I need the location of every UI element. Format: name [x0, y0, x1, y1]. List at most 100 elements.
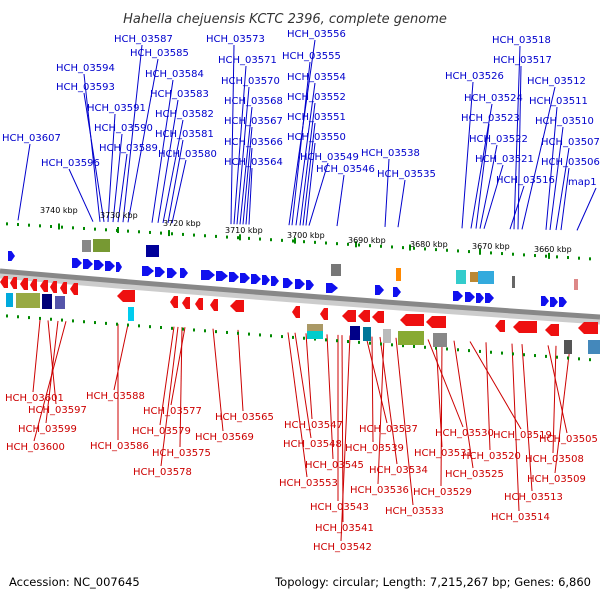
gene-label-hch-03522[interactable]: HCH_03522 [469, 134, 528, 145]
plus-gene-arrow[interactable] [142, 266, 154, 276]
gene-label-hch-03507[interactable]: HCH_03507 [541, 137, 600, 148]
minus-gene-arrow[interactable] [170, 296, 178, 308]
plus-gene-arrow[interactable] [541, 296, 549, 306]
gene-label-hch-03545[interactable]: HCH_03545 [305, 460, 364, 471]
feature-block[interactable] [470, 272, 478, 282]
gene-label-hch-03537[interactable]: HCH_03537 [359, 424, 418, 435]
plus-gene-arrow[interactable] [306, 280, 314, 290]
gene-label-hch-03556[interactable]: HCH_03556 [287, 29, 346, 40]
plus-gene-arrow[interactable] [465, 292, 475, 302]
gene-label-hch-03583[interactable]: HCH_03583 [150, 89, 209, 100]
plus-gene-arrow[interactable] [83, 259, 93, 269]
gene-label-hch-03521[interactable]: HCH_03521 [475, 154, 534, 165]
gene-label-hch-03571[interactable]: HCH_03571 [218, 55, 277, 66]
gene-label-hch-03519[interactable]: HCH_03519 [493, 430, 552, 441]
gene-label-hch-03564[interactable]: HCH_03564 [224, 157, 283, 168]
gene-label-hch-03601[interactable]: HCH_03601 [5, 393, 64, 404]
feature-block[interactable] [588, 340, 600, 354]
gene-label-hch-03538[interactable]: HCH_03538 [361, 148, 420, 159]
gene-label-hch-03582[interactable]: HCH_03582 [155, 109, 214, 120]
gene-label-hch-03579[interactable]: HCH_03579 [132, 426, 191, 437]
gene-label-hch-03580[interactable]: HCH_03580 [158, 149, 217, 160]
gene-label-hch-03513[interactable]: HCH_03513 [504, 492, 563, 503]
gene-label-hch-03539[interactable]: HCH_03539 [345, 443, 404, 454]
feature-block[interactable] [93, 239, 110, 252]
feature-block[interactable] [128, 307, 134, 321]
plus-gene-arrow[interactable] [240, 273, 250, 283]
minus-gene-arrow[interactable] [117, 290, 135, 302]
gene-label-hch-03570[interactable]: HCH_03570 [221, 76, 280, 87]
minus-gene-arrow[interactable] [358, 310, 370, 322]
feature-block[interactable] [512, 276, 515, 288]
gene-label-hch-03550[interactable]: HCH_03550 [287, 132, 346, 143]
feature-block[interactable] [564, 340, 572, 354]
gene-label-hch-03578[interactable]: HCH_03578 [133, 467, 192, 478]
gene-label-hch-03509[interactable]: HCH_03509 [527, 474, 586, 485]
minus-gene-arrow[interactable] [40, 280, 48, 292]
gene-label-hch-03552[interactable]: HCH_03552 [287, 92, 346, 103]
gene-label-hch-03566[interactable]: HCH_03566 [224, 137, 283, 148]
plus-gene-arrow[interactable] [94, 260, 104, 270]
gene-label-hch-03542[interactable]: HCH_03542 [313, 542, 372, 553]
gene-label-hch-03525[interactable]: HCH_03525 [445, 469, 504, 480]
minus-gene-arrow[interactable] [426, 316, 446, 328]
gene-label-hch-03546[interactable]: HCH_03546 [316, 164, 375, 175]
feature-block[interactable] [146, 245, 159, 257]
plus-gene-arrow[interactable] [375, 285, 384, 295]
gene-label-hch-03526[interactable]: HCH_03526 [445, 71, 504, 82]
gene-label-hch-03607[interactable]: HCH_03607 [2, 133, 61, 144]
gene-label-hch-03597[interactable]: HCH_03597 [28, 405, 87, 416]
gene-label-hch-03541[interactable]: HCH_03541 [315, 523, 374, 534]
feature-block[interactable] [363, 327, 371, 341]
minus-gene-arrow[interactable] [545, 324, 559, 336]
plus-gene-arrow[interactable] [326, 283, 338, 293]
minus-gene-arrow[interactable] [20, 278, 28, 290]
gene-label-hch-03594[interactable]: HCH_03594 [56, 63, 115, 74]
plus-gene-arrow[interactable] [201, 270, 215, 280]
minus-gene-arrow[interactable] [182, 297, 190, 309]
gene-label-hch-03516[interactable]: HCH_03516 [496, 175, 555, 186]
gene-label-hch-03573[interactable]: HCH_03573 [206, 34, 265, 45]
feature-block[interactable] [16, 293, 40, 308]
feature-block[interactable] [574, 279, 578, 290]
gene-label-hch-03554[interactable]: HCH_03554 [287, 72, 346, 83]
plus-gene-arrow[interactable] [8, 251, 15, 261]
gene-label-hch-03551[interactable]: HCH_03551 [287, 112, 346, 123]
minus-gene-arrow[interactable] [0, 276, 8, 288]
gene-label-hch-03549[interactable]: HCH_03549 [300, 152, 359, 163]
plus-gene-arrow[interactable] [105, 261, 115, 271]
gene-label-hch-03593[interactable]: HCH_03593 [56, 82, 115, 93]
feature-block[interactable] [456, 270, 466, 284]
gene-label-hch-03575[interactable]: HCH_03575 [152, 448, 211, 459]
minus-gene-arrow[interactable] [210, 299, 218, 311]
plus-gene-arrow[interactable] [453, 291, 463, 301]
gene-label-hch-03581[interactable]: HCH_03581 [155, 129, 214, 140]
minus-gene-arrow[interactable] [10, 277, 17, 289]
gene-label-hch-03512[interactable]: HCH_03512 [527, 76, 586, 87]
feature-block[interactable] [478, 271, 494, 284]
gene-label-hch-03596[interactable]: HCH_03596 [41, 158, 100, 169]
gene-label-hch-03514[interactable]: HCH_03514 [491, 512, 550, 523]
gene-label-hch-03585[interactable]: HCH_03585 [130, 48, 189, 59]
feature-block[interactable] [398, 331, 424, 345]
gene-label-hch-03547[interactable]: HCH_03547 [284, 420, 343, 431]
gene-label-hch-03569[interactable]: HCH_03569 [195, 432, 254, 443]
minus-gene-arrow[interactable] [342, 310, 356, 322]
feature-block[interactable] [331, 264, 341, 276]
gene-label-hch-03584[interactable]: HCH_03584 [145, 69, 204, 80]
plus-gene-arrow[interactable] [271, 276, 279, 286]
feature-block[interactable] [383, 329, 391, 343]
plus-gene-arrow[interactable] [72, 258, 82, 268]
plus-gene-arrow[interactable] [393, 287, 401, 297]
minus-gene-arrow[interactable] [292, 306, 300, 318]
gene-label-hch-03530[interactable]: HCH_03530 [435, 428, 494, 439]
feature-block[interactable] [396, 268, 401, 281]
gene-label-hch-03586[interactable]: HCH_03586 [90, 441, 149, 452]
plus-gene-arrow[interactable] [295, 279, 305, 289]
plus-gene-arrow[interactable] [476, 293, 484, 303]
gene-label-hch-03555[interactable]: HCH_03555 [282, 51, 341, 62]
plus-gene-arrow[interactable] [262, 275, 270, 285]
gene-label-hch-03511[interactable]: HCH_03511 [529, 96, 588, 107]
gene-label-hch-03548[interactable]: HCH_03548 [283, 439, 342, 450]
plus-gene-arrow[interactable] [180, 268, 188, 278]
